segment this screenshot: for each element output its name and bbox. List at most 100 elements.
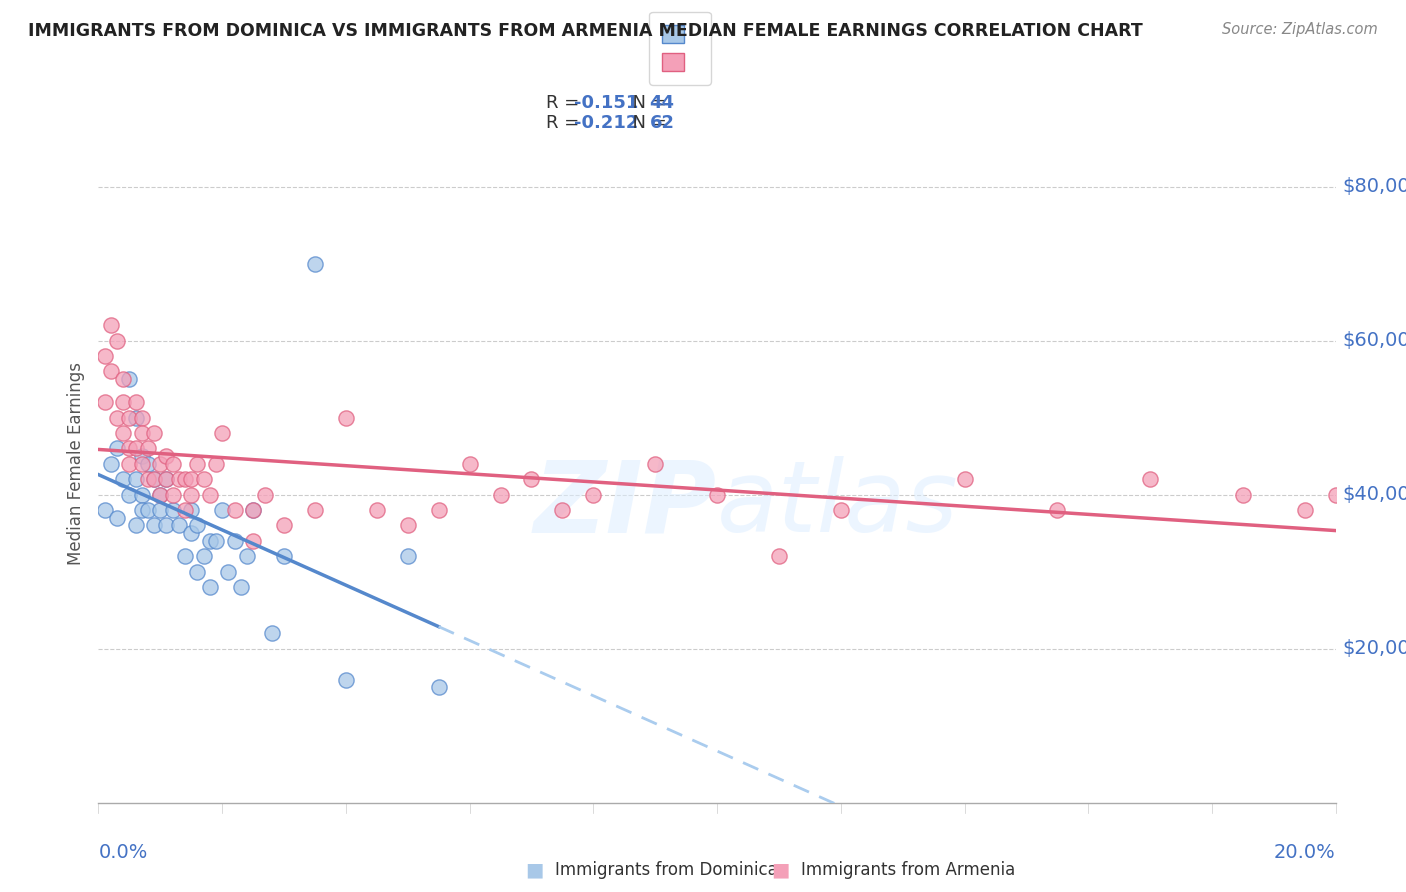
Point: [366, 503, 388, 517]
Point: [155, 472, 177, 486]
Point: [180, 503, 202, 517]
Point: [155, 518, 177, 533]
Point: [186, 457, 208, 471]
Point: [551, 503, 574, 517]
Point: [180, 472, 202, 486]
Point: [131, 488, 153, 502]
Point: [105, 410, 128, 425]
Point: [149, 488, 172, 502]
Point: [149, 503, 172, 517]
Point: [105, 334, 128, 348]
Text: R =: R =: [546, 114, 585, 132]
Text: ■: ■: [770, 860, 790, 880]
Point: [335, 673, 357, 687]
Point: [112, 425, 135, 440]
Point: [180, 526, 202, 541]
Point: [254, 488, 277, 502]
Text: 62: 62: [650, 114, 675, 132]
Point: [224, 533, 246, 548]
Point: [174, 472, 197, 486]
Point: [124, 472, 146, 486]
Point: [273, 549, 295, 564]
Point: [180, 488, 202, 502]
Point: [143, 518, 166, 533]
Point: [93, 503, 115, 517]
Point: [304, 256, 326, 270]
Point: [124, 518, 146, 533]
Point: [118, 457, 141, 471]
Point: [242, 503, 264, 517]
Point: [211, 425, 233, 440]
Point: [162, 457, 184, 471]
Text: $80,000: $80,000: [1341, 177, 1406, 196]
Point: [304, 503, 326, 517]
Point: [273, 518, 295, 533]
Point: [198, 580, 221, 594]
Point: [93, 395, 115, 409]
Point: [186, 518, 208, 533]
Point: [112, 395, 135, 409]
Text: atlas: atlas: [717, 456, 959, 553]
Point: [131, 457, 153, 471]
Point: [167, 472, 190, 486]
Point: [186, 565, 208, 579]
Point: [143, 425, 166, 440]
Text: N =: N =: [621, 114, 673, 132]
Point: [953, 472, 976, 486]
Point: [100, 457, 122, 471]
Point: [193, 472, 215, 486]
Point: [1139, 472, 1161, 486]
Point: [198, 533, 221, 548]
Point: [1324, 488, 1347, 502]
Point: [149, 488, 172, 502]
Point: [582, 488, 605, 502]
Point: [143, 472, 166, 486]
Point: [427, 503, 450, 517]
Point: [162, 503, 184, 517]
Point: [211, 503, 233, 517]
Point: [335, 410, 357, 425]
Point: [458, 457, 481, 471]
Text: 44: 44: [650, 94, 675, 112]
Point: [1046, 503, 1069, 517]
Point: [155, 472, 177, 486]
Text: -0.212: -0.212: [574, 114, 638, 132]
Point: [118, 372, 141, 386]
Point: [193, 549, 215, 564]
Point: [105, 442, 128, 456]
Point: [830, 503, 852, 517]
Text: Immigrants from Dominica: Immigrants from Dominica: [555, 861, 778, 879]
Point: [520, 472, 543, 486]
Point: [136, 503, 159, 517]
Point: [155, 449, 177, 463]
Point: [224, 503, 246, 517]
Point: [489, 488, 512, 502]
Point: [118, 442, 141, 456]
Point: [427, 680, 450, 694]
Point: [131, 449, 153, 463]
Point: [124, 395, 146, 409]
Point: [167, 518, 190, 533]
Point: [131, 503, 153, 517]
Point: [149, 457, 172, 471]
Point: [1294, 503, 1316, 517]
Text: $60,000: $60,000: [1341, 331, 1406, 350]
Point: [131, 410, 153, 425]
Point: [118, 410, 141, 425]
Point: [706, 488, 728, 502]
Point: [396, 549, 419, 564]
Point: [198, 488, 221, 502]
Text: $40,000: $40,000: [1341, 485, 1406, 504]
Text: 0.0%: 0.0%: [98, 844, 148, 863]
Point: [112, 472, 135, 486]
Point: [174, 549, 197, 564]
Text: 20.0%: 20.0%: [1274, 844, 1336, 863]
Text: R =: R =: [546, 94, 585, 112]
Point: [105, 510, 128, 524]
Point: [136, 457, 159, 471]
Point: [242, 503, 264, 517]
Point: [124, 442, 146, 456]
Point: [236, 549, 259, 564]
Point: [112, 372, 135, 386]
Y-axis label: Median Female Earnings: Median Female Earnings: [66, 362, 84, 566]
